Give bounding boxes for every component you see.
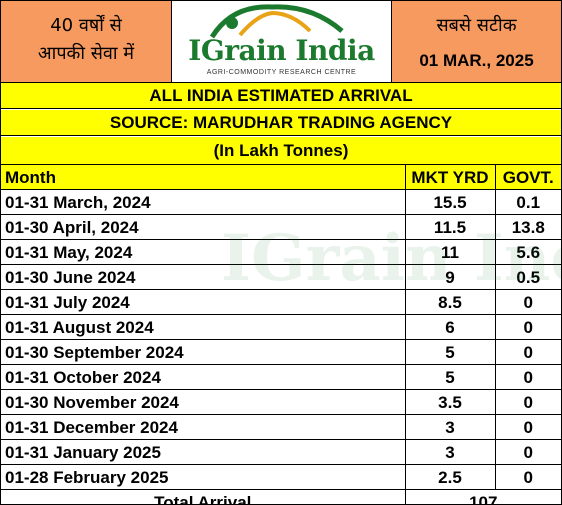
banner-unit: (In Lakh Tonnes) <box>1 137 561 165</box>
row-mkt-yrd: 9 <box>404 264 496 290</box>
row-govt: 0 <box>494 389 561 415</box>
arrival-table: Month MKT YRD GOVT. 01-31 March, 2024 15.… <box>1 165 561 504</box>
banner-source: SOURCE: MARUDHAR TRADING AGENCY <box>1 110 561 136</box>
header-left-line1: 40 वर्षों से <box>50 15 122 36</box>
row-month: 01-31 December 2024 <box>1 414 406 440</box>
table-row: 01-31 December 2024 3 0 <box>1 414 561 440</box>
row-mkt-yrd: 6 <box>404 314 496 340</box>
header-right-line1: सबसे सटीक <box>436 15 517 36</box>
row-mkt-yrd: 3.5 <box>404 389 496 415</box>
banner-title: ALL INDIA ESTIMATED ARRIVAL <box>1 83 561 109</box>
row-month: 01-31 May, 2024 <box>1 239 406 265</box>
table-row: 01-30 November 2024 3.5 0 <box>1 389 561 415</box>
row-govt: 0 <box>494 464 561 490</box>
row-mkt-yrd: 2.5 <box>404 464 496 490</box>
row-mkt-yrd: 3 <box>404 414 496 440</box>
row-govt: 0.5 <box>494 264 561 290</box>
table-row: 01-31 August 2024 6 0 <box>1 314 561 340</box>
column-header-govt: GOVT. <box>494 165 561 190</box>
row-month: 01-31 March, 2024 <box>1 189 406 215</box>
total-value: 107 <box>404 489 561 504</box>
header-date: 01 MAR., 2025 <box>419 51 534 70</box>
total-label: Total Arrival <box>1 489 406 504</box>
row-month: 01-31 August 2024 <box>1 314 406 340</box>
column-header-month: Month <box>1 165 406 190</box>
row-mkt-yrd: 3 <box>404 439 496 465</box>
row-mkt-yrd: 11.5 <box>404 214 496 240</box>
logo-tagline: AGRI-COMMODITY RESEARCH CENTRE <box>206 69 357 76</box>
table-row: 01-31 January 2025 3 0 <box>1 439 561 465</box>
row-govt: 0 <box>494 339 561 365</box>
table-header-row: Month MKT YRD GOVT. <box>1 165 561 190</box>
row-month: 01-31 July 2024 <box>1 289 406 315</box>
table-row: 01-31 March, 2024 15.5 0.1 <box>1 189 561 215</box>
logo-wordmark: IGrain India <box>188 34 375 67</box>
row-month: 01-28 February 2025 <box>1 464 406 490</box>
column-header-mkt-yrd: MKT YRD <box>404 165 496 190</box>
row-mkt-yrd: 5 <box>404 364 496 390</box>
header-right-panel: सबसे सटीक 01 MAR., 2025 <box>391 1 561 83</box>
table-row: 01-31 May, 2024 11 5.6 <box>1 239 561 265</box>
table-row: 01-30 June 2024 9 0.5 <box>1 264 561 290</box>
row-month: 01-31 January 2025 <box>1 439 406 465</box>
row-govt: 0.1 <box>494 189 561 215</box>
header-left-panel: 40 वर्षों से आपकी सेवा में <box>1 1 172 83</box>
grain-logo-icon <box>209 4 344 39</box>
row-mkt-yrd: 8.5 <box>404 289 496 315</box>
row-month: 01-30 November 2024 <box>1 389 406 415</box>
row-govt: 0 <box>494 439 561 465</box>
logo-panel: IGrain India AGRI-COMMODITY RESEARCH CEN… <box>172 1 391 83</box>
table-row: 01-31 October 2024 5 0 <box>1 364 561 390</box>
table-row: 01-28 February 2025 2.5 0 <box>1 464 561 490</box>
table-row: 01-30 September 2024 5 0 <box>1 339 561 365</box>
row-month: 01-30 April, 2024 <box>1 214 406 240</box>
row-mkt-yrd: 5 <box>404 339 496 365</box>
table-row: 01-30 April, 2024 11.5 13.8 <box>1 214 561 240</box>
row-govt: 0 <box>494 289 561 315</box>
header-left-line2: आपकी सेवा में <box>37 43 135 64</box>
row-govt: 5.6 <box>494 239 561 265</box>
row-month: 01-30 June 2024 <box>1 264 406 290</box>
total-row: Total Arrival 107 <box>1 489 561 504</box>
row-month: 01-30 September 2024 <box>1 339 406 365</box>
row-mkt-yrd: 15.5 <box>404 189 496 215</box>
row-govt: 0 <box>494 314 561 340</box>
table-row: 01-31 July 2024 8.5 0 <box>1 289 561 315</box>
row-month: 01-31 October 2024 <box>1 364 406 390</box>
row-mkt-yrd: 11 <box>404 239 496 265</box>
row-govt: 0 <box>494 414 561 440</box>
row-govt: 0 <box>494 364 561 390</box>
row-govt: 13.8 <box>494 214 561 240</box>
